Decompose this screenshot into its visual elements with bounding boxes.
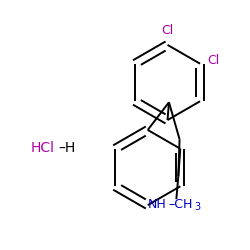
Text: –CH: –CH: [168, 198, 193, 210]
Text: Cl: Cl: [162, 24, 174, 37]
Text: Cl: Cl: [207, 54, 219, 67]
Text: –H: –H: [59, 141, 76, 155]
Text: NH: NH: [148, 198, 167, 210]
Text: 3: 3: [194, 202, 200, 212]
Text: HCl: HCl: [31, 141, 55, 155]
